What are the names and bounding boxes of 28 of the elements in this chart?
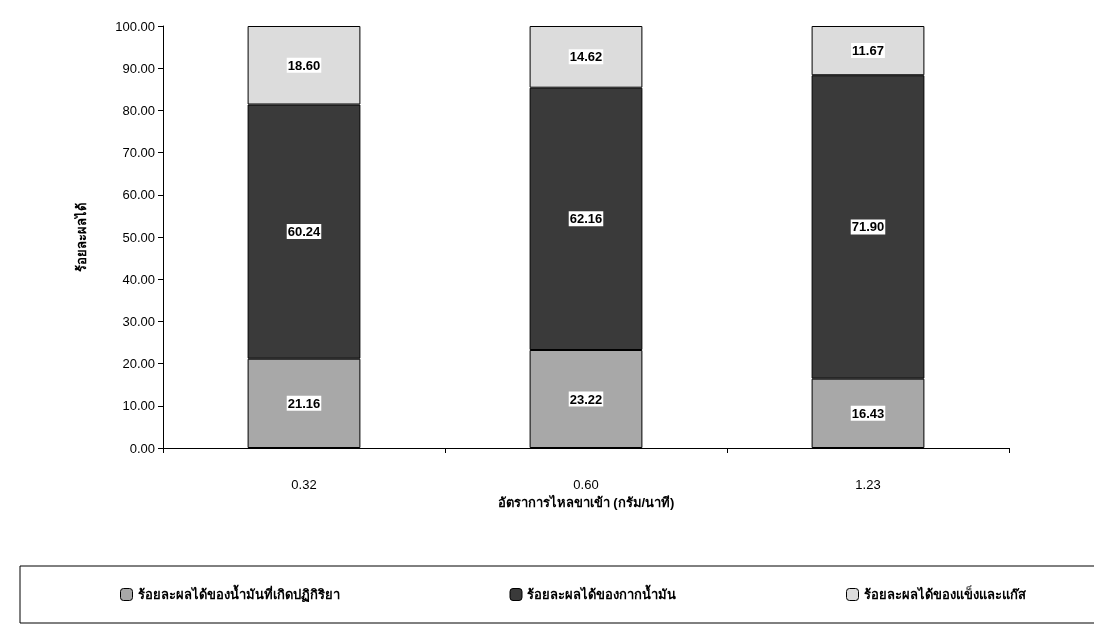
y-tick-label: 20.00 bbox=[122, 356, 155, 372]
x-axis-title: อัตราการไหลขาเข้า (กรัม/นาที) bbox=[497, 493, 675, 510]
data-label: 62.16 bbox=[569, 211, 603, 227]
x-tick-label: 1.23 bbox=[855, 477, 881, 492]
y-tick-label: 10.00 bbox=[122, 398, 155, 414]
y-tick-label: 30.00 bbox=[122, 313, 155, 329]
data-label: 60.24 bbox=[287, 224, 322, 240]
y-tick-label: 50.00 bbox=[122, 229, 155, 245]
data-label: 11.67 bbox=[852, 43, 884, 59]
y-tick-label: 100.00 bbox=[115, 18, 155, 34]
y-tick-label: 40.00 bbox=[122, 271, 155, 287]
data-label: 23.22 bbox=[569, 391, 603, 407]
y-tick-label: 80.00 bbox=[122, 102, 155, 118]
y-tick-label: 60.00 bbox=[122, 187, 155, 203]
y-tick-label: 0.00 bbox=[129, 440, 155, 456]
legend-label: ร้อยละผลได้ของแข็งและแก๊ส bbox=[863, 585, 1026, 602]
data-label: 71.90 bbox=[851, 219, 885, 235]
data-label: 14.62 bbox=[569, 49, 603, 65]
data-label: 18.60 bbox=[287, 57, 321, 73]
y-tick-label: 90.00 bbox=[122, 60, 155, 76]
x-tick-label: 0.60 bbox=[573, 477, 599, 492]
legend-label: ร้อยละผลได้ของน้ำมันที่เกิดปฏิกิริยา bbox=[137, 584, 340, 603]
y-tick-label: 70.00 bbox=[122, 145, 155, 161]
y-axis-title: ร้อยละผลได้ bbox=[73, 202, 89, 272]
data-label: 21.16 bbox=[287, 395, 321, 411]
data-label: 16.43 bbox=[851, 405, 885, 421]
legend-label: ร้อยละผลได้ของกากน้ำมัน bbox=[527, 584, 676, 602]
x-tick-label: 0.32 bbox=[291, 477, 317, 492]
